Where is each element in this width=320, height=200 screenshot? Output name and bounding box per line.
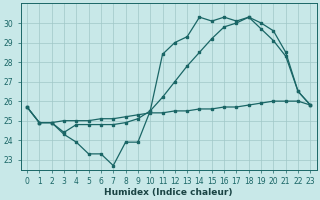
X-axis label: Humidex (Indice chaleur): Humidex (Indice chaleur) bbox=[104, 188, 233, 197]
